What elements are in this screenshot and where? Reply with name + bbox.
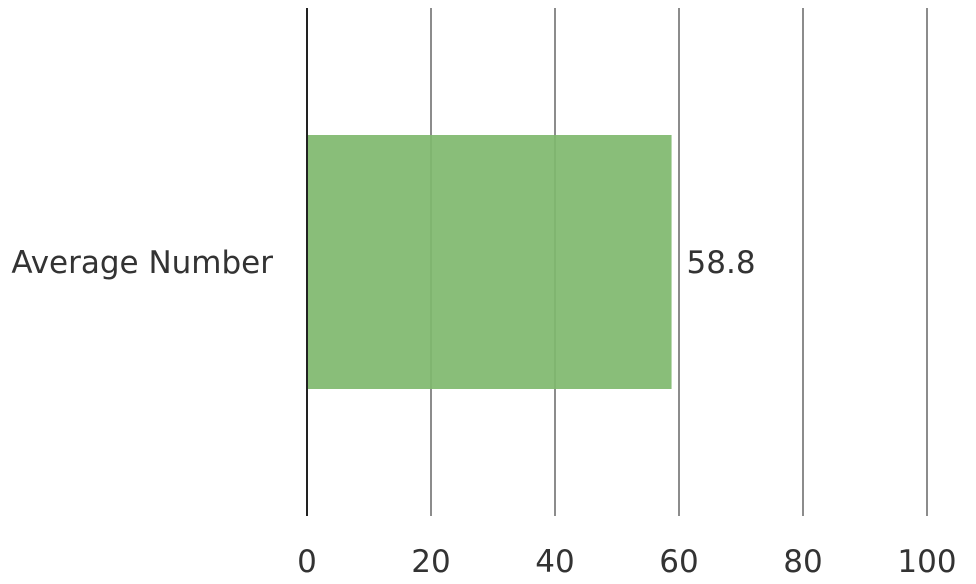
data-label-0: 58.8	[687, 245, 756, 281]
x-tick-label-80: 80	[783, 544, 822, 579]
labels: 0 20 40 60 80 100 Average Number 58.8	[11, 245, 956, 580]
x-tick-label-100: 100	[897, 544, 956, 579]
x-tick-label-0: 0	[297, 544, 317, 579]
bars	[307, 135, 672, 389]
gridlines	[430, 8, 928, 516]
category-label-0: Average Number	[11, 245, 273, 281]
x-tick-label-60: 60	[659, 544, 698, 579]
bar-0	[307, 135, 672, 389]
x-tick-label-40: 40	[535, 544, 574, 579]
x-tick-label-20: 20	[411, 544, 450, 579]
